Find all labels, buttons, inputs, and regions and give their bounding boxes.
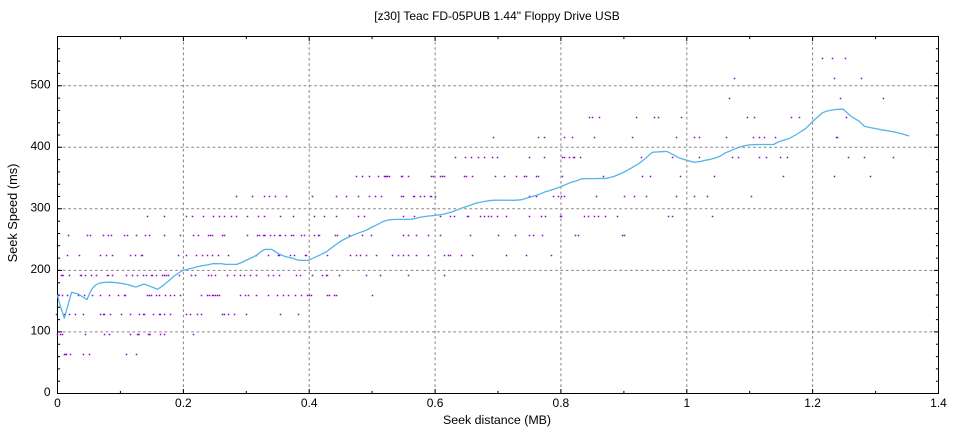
- svg-text:[z30] Teac FD-05PUB 1.44" Flop: [z30] Teac FD-05PUB 1.44" Floppy Drive U…: [374, 9, 619, 23]
- svg-text:0: 0: [54, 396, 61, 410]
- svg-text:0.8: 0.8: [553, 396, 570, 410]
- svg-text:0.2: 0.2: [175, 396, 192, 410]
- svg-text:0.4: 0.4: [301, 396, 318, 410]
- svg-text:Seek Speed (ms): Seek Speed (ms): [5, 164, 20, 263]
- svg-text:100: 100: [30, 324, 50, 338]
- svg-text:400: 400: [30, 139, 50, 153]
- svg-text:Seek distance (MB): Seek distance (MB): [443, 413, 551, 427]
- svg-text:1.4: 1.4: [930, 396, 947, 410]
- svg-text:500: 500: [30, 77, 50, 91]
- svg-text:0.6: 0.6: [427, 396, 444, 410]
- svg-text:200: 200: [30, 262, 50, 276]
- svg-text:0: 0: [44, 385, 51, 399]
- svg-text:1: 1: [683, 396, 690, 410]
- svg-text:1.2: 1.2: [804, 396, 821, 410]
- svg-text:300: 300: [30, 201, 50, 215]
